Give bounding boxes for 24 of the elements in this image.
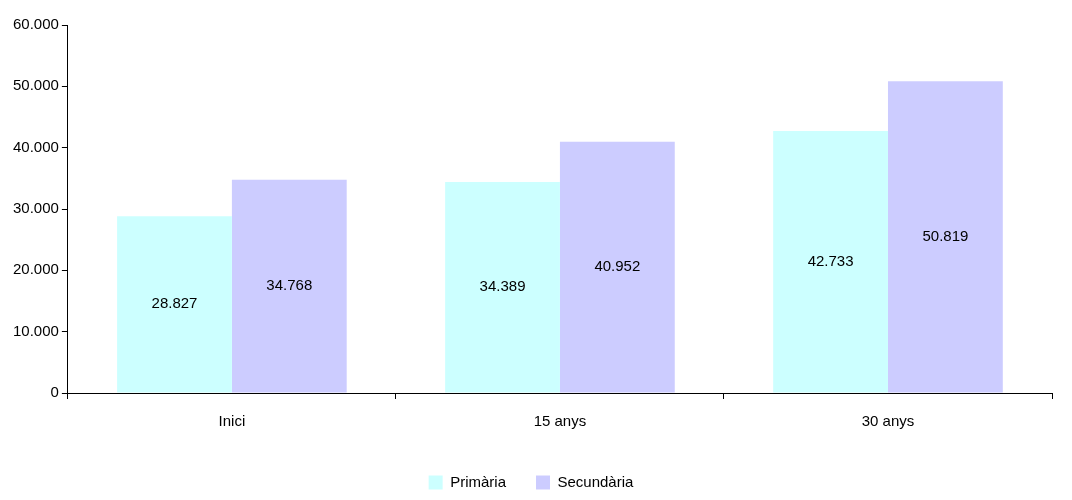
y-tick-label: 0 [50,383,59,401]
legend-label: Secundària [557,472,635,490]
y-tick-label: 40.000 [12,137,59,155]
data-label: 34.768 [266,276,313,294]
data-label: 40.952 [594,257,641,275]
y-tick-label: 60.000 [12,15,59,33]
x-tick-label: 15 anys [533,412,587,430]
data-label: 42.733 [807,251,854,269]
data-label: 50.819 [922,227,969,245]
y-tick-label: 20.000 [12,260,59,278]
y-tick-label: 50.000 [12,76,59,94]
bar [231,179,347,393]
y-tick-label: 30.000 [12,199,59,217]
bar [887,81,1003,393]
x-tick-label: Inici [218,412,246,430]
y-tick-label: 10.000 [12,321,59,339]
data-label: 34.389 [479,277,526,295]
bar [559,141,675,393]
bar [445,182,560,393]
bar [117,216,232,393]
data-label: 28.827 [151,294,198,312]
legend-label: Primària [450,472,507,490]
bar [773,130,888,393]
x-tick-label: 30 anys [861,412,915,430]
